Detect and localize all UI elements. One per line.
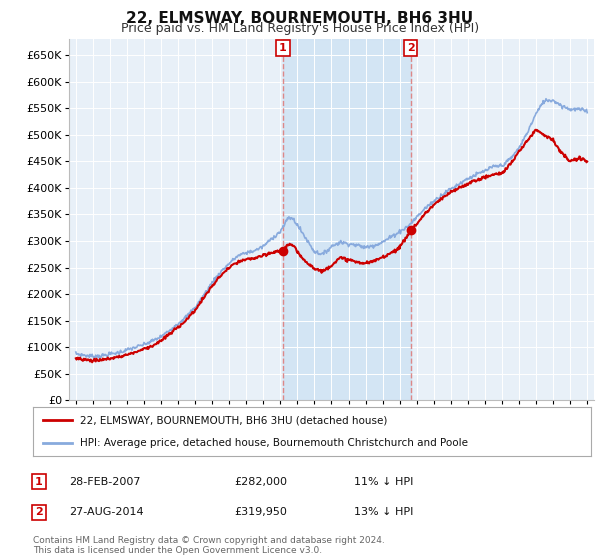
- Text: 1: 1: [35, 477, 43, 487]
- Text: 1: 1: [279, 43, 287, 53]
- Text: 13% ↓ HPI: 13% ↓ HPI: [354, 507, 413, 517]
- Text: 2: 2: [35, 507, 43, 517]
- Text: 22, ELMSWAY, BOURNEMOUTH, BH6 3HU: 22, ELMSWAY, BOURNEMOUTH, BH6 3HU: [127, 11, 473, 26]
- Bar: [283, 39, 411, 400]
- Text: 28-FEB-2007: 28-FEB-2007: [69, 477, 140, 487]
- Text: HPI: Average price, detached house, Bournemouth Christchurch and Poole: HPI: Average price, detached house, Bour…: [80, 438, 469, 448]
- Text: 22, ELMSWAY, BOURNEMOUTH, BH6 3HU (detached house): 22, ELMSWAY, BOURNEMOUTH, BH6 3HU (detac…: [80, 416, 388, 426]
- Text: £319,950: £319,950: [234, 507, 287, 517]
- Text: £282,000: £282,000: [234, 477, 287, 487]
- Text: 11% ↓ HPI: 11% ↓ HPI: [354, 477, 413, 487]
- Text: Price paid vs. HM Land Registry's House Price Index (HPI): Price paid vs. HM Land Registry's House …: [121, 22, 479, 35]
- Text: Contains HM Land Registry data © Crown copyright and database right 2024.
This d: Contains HM Land Registry data © Crown c…: [33, 536, 385, 556]
- Text: 27-AUG-2014: 27-AUG-2014: [69, 507, 143, 517]
- Text: 2: 2: [407, 43, 415, 53]
